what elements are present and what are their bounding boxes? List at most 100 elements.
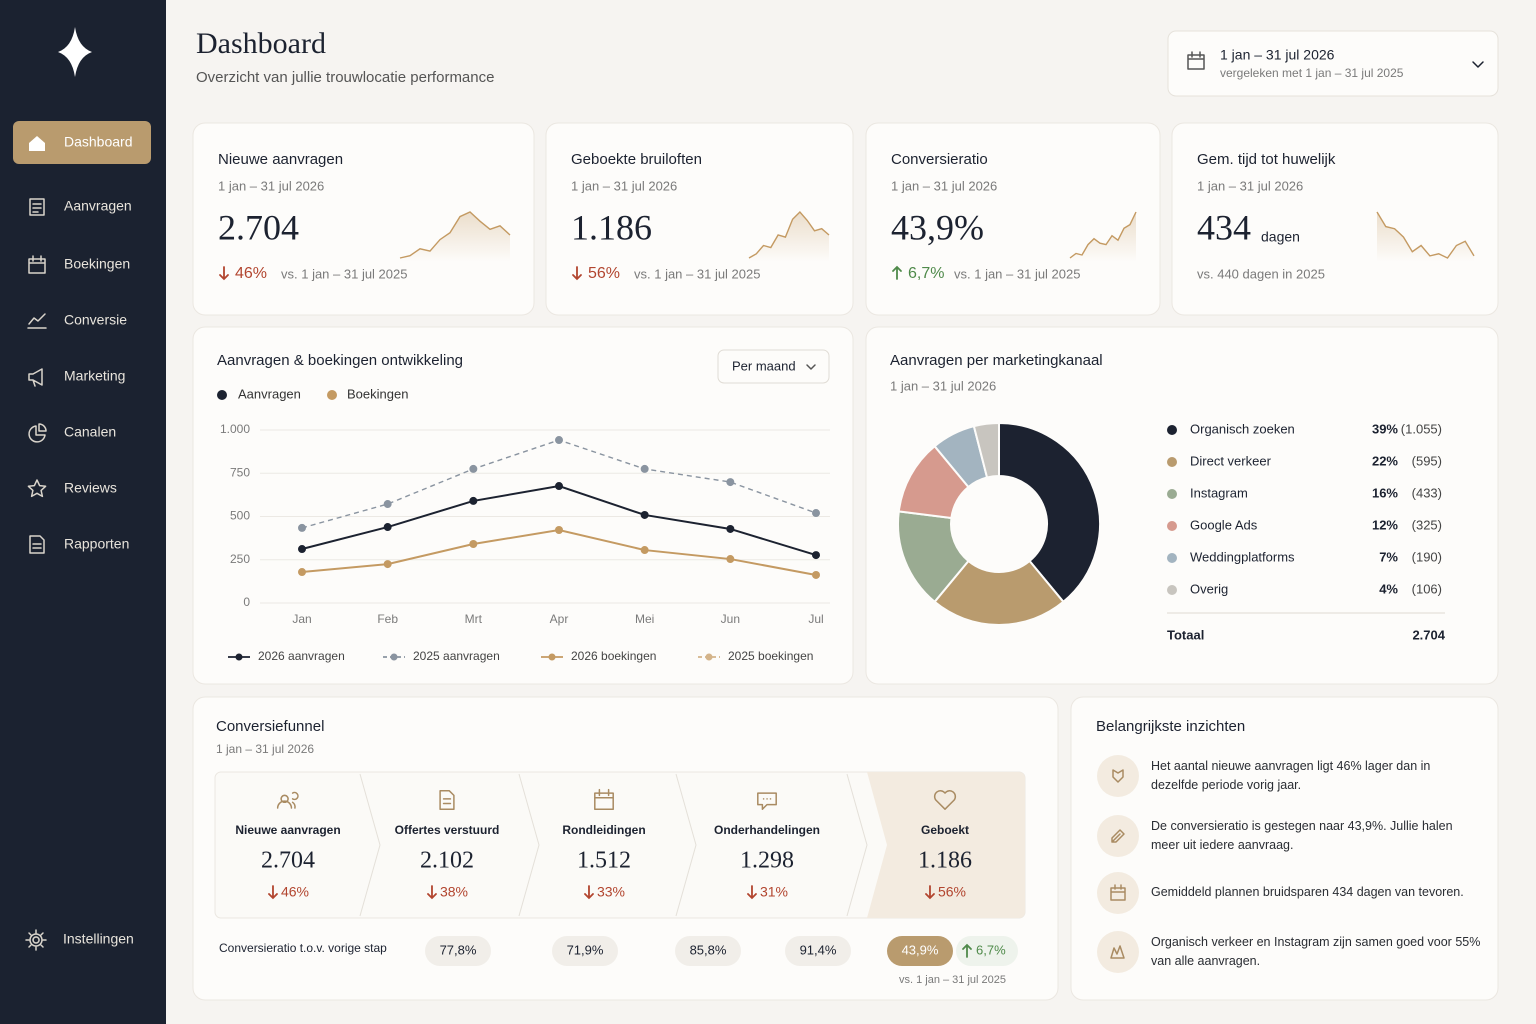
count-label: (106) — [1412, 581, 1442, 596]
kpi-value: 1.186 — [571, 207, 652, 247]
y-tick-label: 250 — [230, 552, 250, 566]
nav-icon — [29, 535, 45, 554]
kpi-card — [545, 122, 854, 316]
legend-dot — [235, 653, 243, 661]
legend-dot — [705, 653, 713, 661]
rate-value: 91,4% — [800, 942, 837, 957]
data-point — [383, 560, 392, 569]
data-point — [726, 478, 735, 487]
stage-name: Nieuwe aanvragen — [235, 823, 340, 837]
dropdown[interactable] — [717, 349, 830, 384]
insight-text: Het aantal nieuwe aanvragen ligt 46% lag… — [1151, 759, 1431, 792]
arrow-icon — [572, 266, 582, 281]
arrow-icon — [584, 885, 594, 900]
rate-value: 71,9% — [567, 942, 604, 957]
insight: De conversieratio is gestegen naar 43,9%… — [1151, 819, 1453, 852]
kpi-title: Conversieratio — [891, 151, 988, 168]
x-tick-label: Jan — [292, 612, 311, 626]
total-value: 2.704 — [1412, 627, 1445, 642]
legend-dot — [1167, 457, 1177, 467]
count-label: (595) — [1412, 453, 1442, 468]
sparkline-area — [749, 212, 829, 262]
data-point — [298, 523, 306, 532]
y-tick-label: 1.000 — [220, 422, 250, 436]
total-comparison: vs. 1 jan – 31 jul 2025 — [899, 974, 1006, 986]
arrow-icon — [925, 885, 935, 900]
change-pill — [956, 936, 1018, 966]
rate-pill — [785, 936, 851, 966]
settings-icon — [25, 929, 47, 951]
data-point — [726, 555, 735, 564]
legend-label: 2025 aanvragen — [413, 649, 500, 663]
chevron-icon — [806, 364, 816, 370]
nav-settings[interactable]: Instellingen — [63, 931, 134, 947]
value-label: 4% — [1379, 581, 1398, 596]
rate-value: 77,8% — [440, 942, 477, 957]
funnel-separator — [675, 773, 697, 917]
data-point — [812, 551, 820, 560]
stage-icon — [439, 790, 455, 810]
nav-item[interactable]: Boekingen — [64, 256, 130, 272]
stage-change: 56% — [938, 884, 966, 900]
nav-item[interactable]: Canalen — [64, 424, 116, 440]
nav-item[interactable]: Dashboard — [64, 134, 133, 150]
stage-value: 2.704 — [261, 848, 315, 874]
kpi-change: 6,7% — [908, 265, 944, 282]
arrow-icon — [747, 885, 757, 900]
nav-icon — [29, 136, 45, 151]
value-label: 7% — [1379, 549, 1398, 564]
legend-label: 2025 boekingen — [728, 649, 813, 663]
count-label: (433) — [1412, 485, 1442, 500]
trend-card — [192, 326, 854, 685]
calendar-icon — [1187, 51, 1205, 70]
rate-pill — [425, 936, 491, 966]
stage-change: 38% — [440, 884, 468, 900]
nav-item[interactable]: Rapporten — [64, 536, 129, 552]
arrow-icon — [268, 885, 278, 900]
insight-icon — [1111, 829, 1125, 843]
date-range: 1 jan – 31 jul 2026 — [1220, 47, 1335, 63]
kpi-change: 46% — [235, 265, 267, 282]
kpi-value: 43,9% — [891, 207, 984, 247]
data-point — [298, 545, 306, 554]
count-label: (325) — [1412, 517, 1442, 532]
y-tick-label: 500 — [230, 509, 250, 523]
nav-icon — [29, 198, 45, 216]
insights-card — [1070, 696, 1499, 1001]
sparkline-area — [1377, 212, 1474, 262]
sparkline — [1069, 211, 1137, 259]
stage-change: 31% — [760, 884, 788, 900]
nav-item[interactable]: Conversie — [64, 312, 127, 328]
nav-item[interactable]: Aanvragen — [64, 198, 132, 214]
arrow-icon — [427, 885, 437, 900]
section-period: 1 jan – 31 jul 2026 — [216, 742, 314, 756]
x-tick-label: Apr — [550, 612, 569, 626]
date-picker[interactable] — [1167, 30, 1499, 97]
data-point — [640, 510, 649, 519]
kpi-title: Gem. tijd tot huwelijk — [1197, 151, 1336, 168]
arrow-icon — [219, 266, 229, 281]
kpi-comparison: vs. 1 jan – 31 jul 2025 — [281, 266, 407, 281]
nav-item[interactable]: Marketing — [64, 368, 125, 384]
count-label: (190) — [1412, 549, 1442, 564]
value-label: 39% — [1372, 421, 1398, 436]
section-title: Belangrijkste inzichten — [1096, 718, 1245, 735]
dropdown-label[interactable]: Per maand — [732, 358, 796, 373]
rate-value: 85,8% — [690, 942, 727, 957]
sparkline — [399, 211, 511, 259]
legend-dot — [1167, 585, 1177, 595]
legend-label: Weddingplatforms — [1190, 549, 1295, 564]
sparkline — [748, 210, 830, 259]
kpi-change: 56% — [588, 265, 620, 282]
chart-title: Aanvragen per marketingkanaal — [890, 352, 1103, 369]
y-tick-label: 750 — [230, 465, 250, 479]
donut-slice — [998, 421, 1101, 604]
funnel-separator — [518, 773, 540, 917]
insight: Gemiddeld plannen bruidsparen 434 dagen … — [1151, 885, 1464, 899]
kpi-title: Geboekte bruiloften — [571, 151, 702, 168]
stage-name: Rondleidingen — [562, 823, 645, 837]
nav-item[interactable]: Reviews — [64, 480, 117, 496]
page-subtitle: Overzicht van jullie trouwlocatie perfor… — [196, 69, 494, 86]
kpi-unit: dagen — [1261, 229, 1300, 245]
